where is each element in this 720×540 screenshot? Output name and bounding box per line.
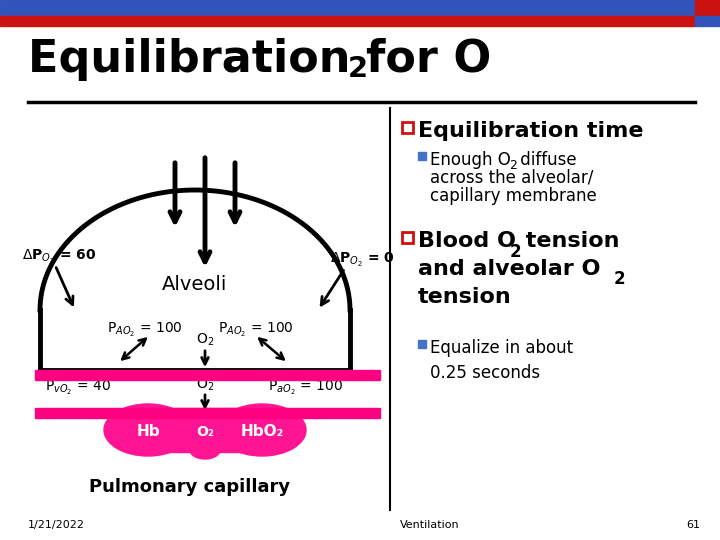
Text: P$_{AO_2}$ = 100: P$_{AO_2}$ = 100 xyxy=(218,321,294,339)
Text: tension: tension xyxy=(518,231,619,251)
Bar xyxy=(402,122,413,133)
Text: P$_{aO_2}$ = 100: P$_{aO_2}$ = 100 xyxy=(268,379,343,397)
Text: diffuse: diffuse xyxy=(515,151,577,169)
Text: O₂: O₂ xyxy=(196,425,214,439)
Ellipse shape xyxy=(218,404,306,456)
Bar xyxy=(418,340,426,348)
Text: O$_2$: O$_2$ xyxy=(196,377,214,393)
Bar xyxy=(695,16,720,26)
Text: Hb: Hb xyxy=(136,424,160,440)
Text: 2: 2 xyxy=(509,159,517,172)
Text: $\Delta$P$_{O_2}$ = 0: $\Delta$P$_{O_2}$ = 0 xyxy=(330,251,395,269)
Text: P$_{AO_2}$ = 100: P$_{AO_2}$ = 100 xyxy=(107,321,183,339)
Text: 1/21/2022: 1/21/2022 xyxy=(28,520,85,530)
Text: HbO₂: HbO₂ xyxy=(240,424,284,440)
Text: Ventilation: Ventilation xyxy=(400,520,460,530)
Text: 61: 61 xyxy=(686,520,700,530)
Ellipse shape xyxy=(190,441,220,459)
Text: $\Delta$P$_{O_2}$ = 60: $\Delta$P$_{O_2}$ = 60 xyxy=(22,248,96,266)
Bar xyxy=(418,152,426,160)
Bar xyxy=(0,0,695,16)
Bar xyxy=(148,408,262,452)
Bar xyxy=(402,232,413,243)
Bar xyxy=(35,408,380,418)
Text: Equilibration time: Equilibration time xyxy=(418,121,644,141)
Text: tension: tension xyxy=(418,287,512,307)
Text: 2: 2 xyxy=(348,55,368,83)
Text: across the alveolar/: across the alveolar/ xyxy=(430,169,593,187)
Text: capillary membrane: capillary membrane xyxy=(430,187,597,205)
Text: Blood O: Blood O xyxy=(418,231,516,251)
Text: Pulmonary capillary: Pulmonary capillary xyxy=(89,478,291,496)
Bar xyxy=(0,16,695,26)
Text: and alveolar O: and alveolar O xyxy=(418,259,600,279)
Bar xyxy=(695,0,720,16)
Text: 2: 2 xyxy=(614,270,626,288)
Text: Equalize in about
0.25 seconds: Equalize in about 0.25 seconds xyxy=(430,339,573,382)
Text: Equilibration for O: Equilibration for O xyxy=(28,38,491,81)
Bar xyxy=(35,370,380,380)
Ellipse shape xyxy=(104,404,192,456)
Text: O$_2$: O$_2$ xyxy=(196,332,214,348)
Text: Alveoli: Alveoli xyxy=(162,275,228,294)
Text: P$_{vO_2}$ = 40: P$_{vO_2}$ = 40 xyxy=(45,379,111,397)
Text: 2: 2 xyxy=(510,243,521,261)
Text: Enough O: Enough O xyxy=(430,151,510,169)
